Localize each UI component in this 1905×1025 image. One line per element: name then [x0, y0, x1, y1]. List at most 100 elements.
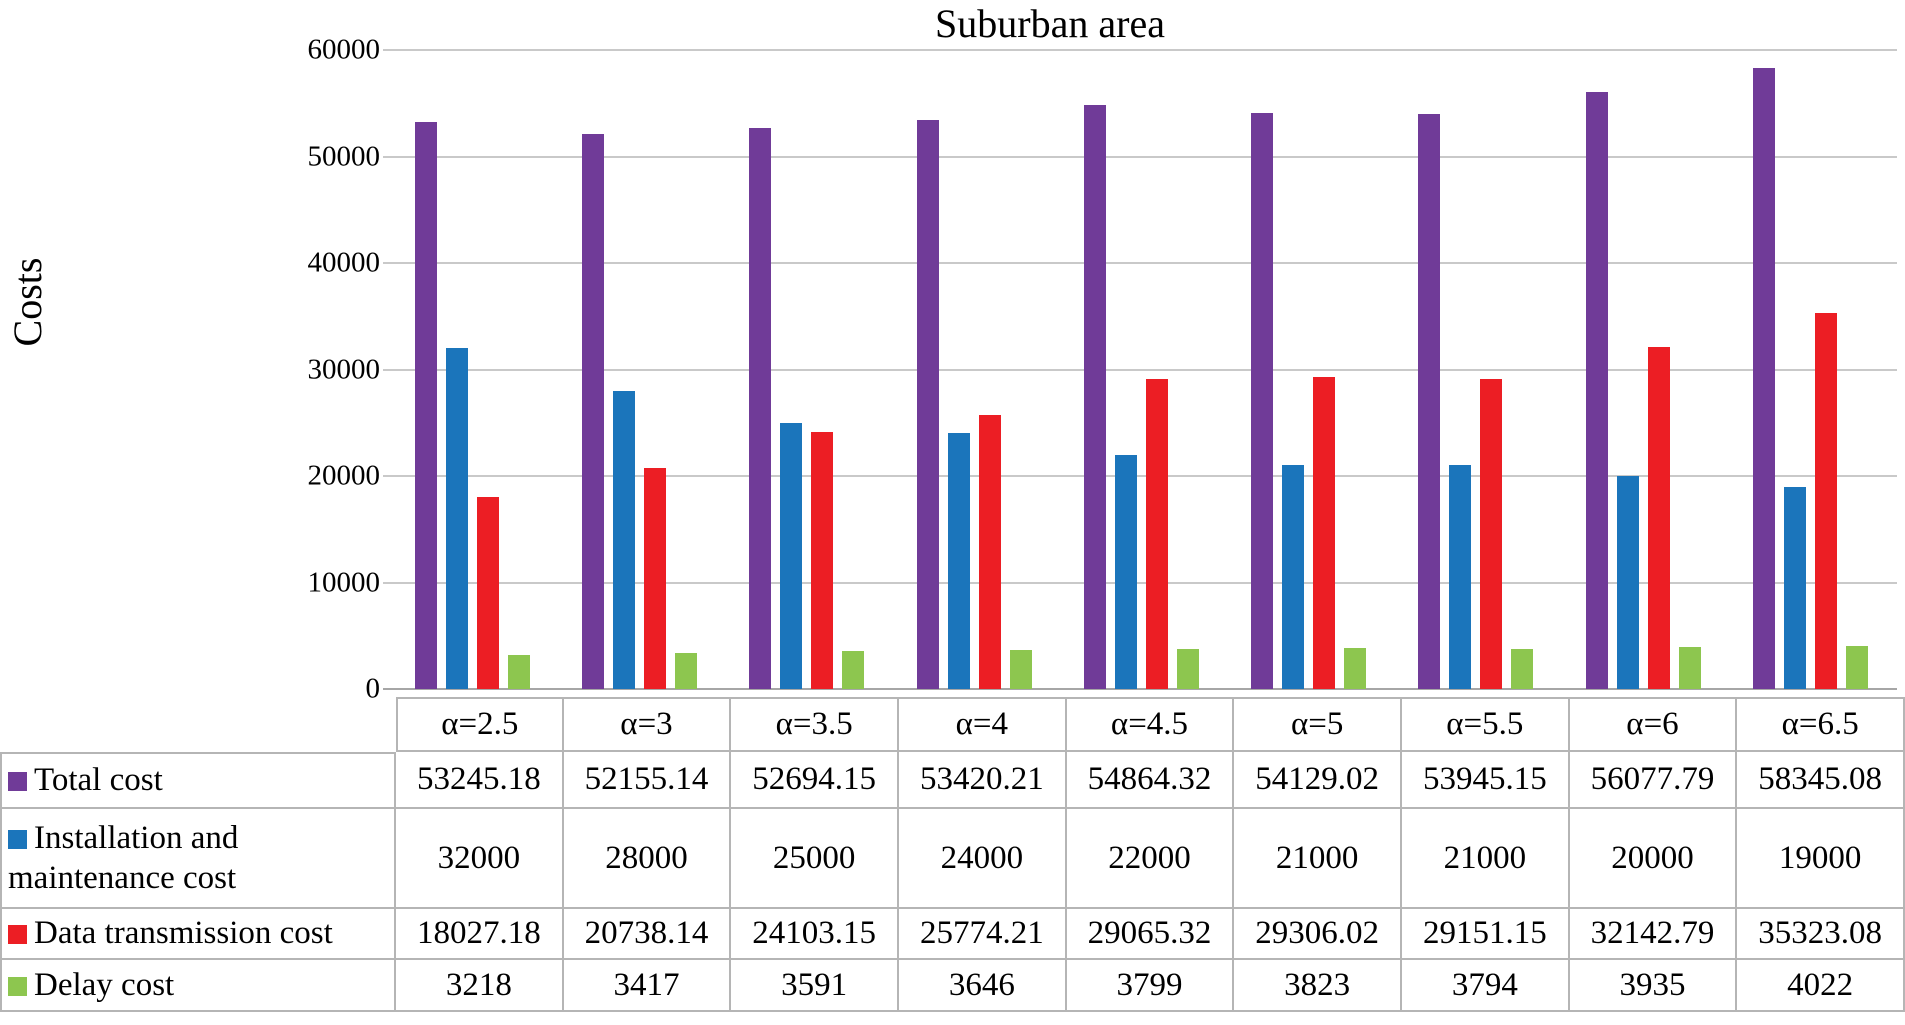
chart-title: Suburban area: [935, 1, 1165, 46]
y-tick-label: 0: [365, 672, 381, 705]
value-cell-total-cost-2: 52155.14: [563, 752, 732, 809]
gridline: [383, 262, 1897, 264]
value-cell-installation-and-maintenance-cost-7: 21000: [1402, 809, 1570, 909]
value-cell-total-cost-5: 54864.32: [1066, 752, 1235, 809]
value-cell-installation-and-maintenance-cost-9: 19000: [1737, 809, 1905, 909]
value-cell-data-transmission-cost-2: 20738.14: [563, 909, 732, 960]
y-tick-label: 20000: [307, 459, 381, 492]
legend-label: Delay cost: [34, 966, 175, 1003]
bar-installation-and-maintenance-cost-2: [613, 390, 636, 689]
bar-delay-cost-6: [1344, 648, 1367, 689]
y-axis-title: Costs: [5, 257, 50, 347]
value-cell-installation-and-maintenance-cost-3: 25000: [731, 809, 899, 909]
column-header--2-5: α=2.5: [396, 697, 564, 752]
bar-data-transmission-cost-2: [644, 468, 667, 689]
value-cell-delay-cost-5: 3799: [1066, 960, 1235, 1012]
y-tick-label: 10000: [307, 566, 381, 598]
gridline: [383, 581, 1897, 584]
value-cell-installation-and-maintenance-cost-5: 22000: [1066, 809, 1235, 909]
bar-installation-and-maintenance-cost-8: [1616, 476, 1639, 689]
bar-delay-cost-9: [1845, 646, 1868, 689]
bar-total-cost-9: [1752, 67, 1775, 689]
value-cell-total-cost-7: 53945.15: [1402, 752, 1570, 809]
value-cell-delay-cost-3: 3591: [731, 960, 899, 1012]
bar-installation-and-maintenance-cost-7: [1449, 465, 1472, 689]
bar-installation-and-maintenance-cost-3: [780, 422, 803, 689]
bar-delay-cost-3: [842, 650, 865, 689]
y-tick-label: 40000: [307, 246, 381, 279]
legend-cell-delay-cost: Delay cost: [0, 960, 396, 1012]
bar-data-transmission-cost-8: [1647, 346, 1670, 689]
value-cell-installation-and-maintenance-cost-8: 20000: [1569, 809, 1738, 909]
value-cell-delay-cost-9: 4022: [1737, 960, 1905, 1012]
gridline: [383, 475, 1897, 477]
legend-swatch-delay-cost: [8, 976, 27, 996]
legend-label: Total cost: [34, 762, 163, 799]
value-cell-installation-and-maintenance-cost-4: 24000: [899, 809, 1067, 909]
legend-swatch-installation-and-maintenance-cost: [8, 829, 27, 849]
value-cell-total-cost-8: 56077.79: [1569, 752, 1738, 809]
bar-delay-cost-2: [675, 652, 698, 689]
value-cell-delay-cost-8: 3935: [1569, 960, 1738, 1012]
bar-installation-and-maintenance-cost-5: [1114, 454, 1137, 689]
legend-cell-data-transmission-cost: Data transmission cost: [0, 909, 396, 960]
bar-total-cost-7: [1418, 114, 1441, 689]
plot-area: 0 10000 20000 30000 40000 50000 60000: [308, 34, 1901, 705]
value-cell-installation-and-maintenance-cost-6: 21000: [1234, 809, 1402, 909]
value-cell-delay-cost-1: 3218: [396, 960, 564, 1012]
value-cell-data-transmission-cost-8: 32142.79: [1569, 909, 1738, 960]
value-cell-delay-cost-6: 3823: [1234, 960, 1402, 1012]
value-cell-total-cost-3: 52694.15: [731, 752, 899, 809]
bar-total-cost-4: [916, 120, 939, 689]
value-cell-total-cost-4: 53420.21: [899, 752, 1067, 809]
column-header--4-5: α=4.5: [1066, 697, 1235, 752]
value-cell-data-transmission-cost-5: 29065.32: [1066, 909, 1235, 960]
bar-installation-and-maintenance-cost-1: [446, 348, 468, 689]
table-corner-cell: [0, 697, 396, 752]
legend-cell-installation-and-maintenance-cost: Installation and maintenance cost: [0, 809, 396, 909]
value-cell-total-cost-6: 54129.02: [1234, 752, 1402, 809]
bar-total-cost-3: [749, 127, 772, 689]
legend-cell-total-cost: Total cost: [0, 752, 396, 809]
bar-delay-cost-1: [508, 654, 530, 689]
value-cell-data-transmission-cost-9: 35323.08: [1737, 909, 1905, 960]
column-header--4: α=4: [899, 697, 1067, 752]
value-cell-delay-cost-7: 3794: [1402, 960, 1570, 1012]
column-header--3-5: α=3.5: [731, 697, 899, 752]
bar-data-transmission-cost-7: [1480, 378, 1503, 689]
bar-data-transmission-cost-5: [1145, 379, 1168, 689]
bar-total-cost-2: [582, 133, 605, 689]
bar-data-transmission-cost-6: [1313, 376, 1336, 689]
data-table: α=2.5 α=3 α=3.5 α=4 α=4.5 α=5 α=5.5 α=6 α=6.5 Tot…: [0, 697, 1905, 1012]
bar-installation-and-maintenance-cost-6: [1282, 465, 1305, 689]
value-cell-delay-cost-2: 3417: [563, 960, 732, 1012]
y-tick-label: 60000: [307, 33, 381, 66]
bar-total-cost-1: [415, 121, 437, 689]
column-header--5-5: α=5.5: [1402, 697, 1570, 752]
bar-data-transmission-cost-4: [978, 414, 1001, 689]
column-header--6-5: α=6.5: [1737, 697, 1905, 752]
bar-installation-and-maintenance-cost-4: [947, 433, 970, 689]
value-cell-data-transmission-cost-3: 24103.15: [731, 909, 899, 960]
value-cell-installation-and-maintenance-cost-1: 32000: [396, 809, 564, 909]
bar-data-transmission-cost-9: [1814, 312, 1837, 689]
bar-total-cost-5: [1083, 104, 1106, 689]
gridline: [383, 155, 1897, 158]
bar-delay-cost-5: [1176, 648, 1199, 689]
bar-data-transmission-cost-3: [811, 432, 834, 689]
bar-delay-cost-4: [1009, 650, 1032, 689]
value-cell-installation-and-maintenance-cost-2: 28000: [563, 809, 732, 909]
bar-total-cost-6: [1251, 112, 1274, 689]
column-header--5: α=5: [1234, 697, 1402, 752]
bar-total-cost-8: [1585, 91, 1608, 689]
legend-swatch-data-transmission-cost: [8, 925, 27, 945]
y-tick-label: 50000: [307, 140, 381, 172]
y-tick-label: 30000: [307, 353, 381, 385]
value-cell-data-transmission-cost-4: 25774.21: [899, 909, 1067, 960]
bar-delay-cost-7: [1511, 648, 1534, 689]
column-header--3: α=3: [563, 697, 732, 752]
value-cell-data-transmission-cost-7: 29151.15: [1402, 909, 1570, 960]
legend-label: Installation and maintenance cost: [8, 819, 239, 896]
bar-delay-cost-8: [1678, 647, 1701, 689]
